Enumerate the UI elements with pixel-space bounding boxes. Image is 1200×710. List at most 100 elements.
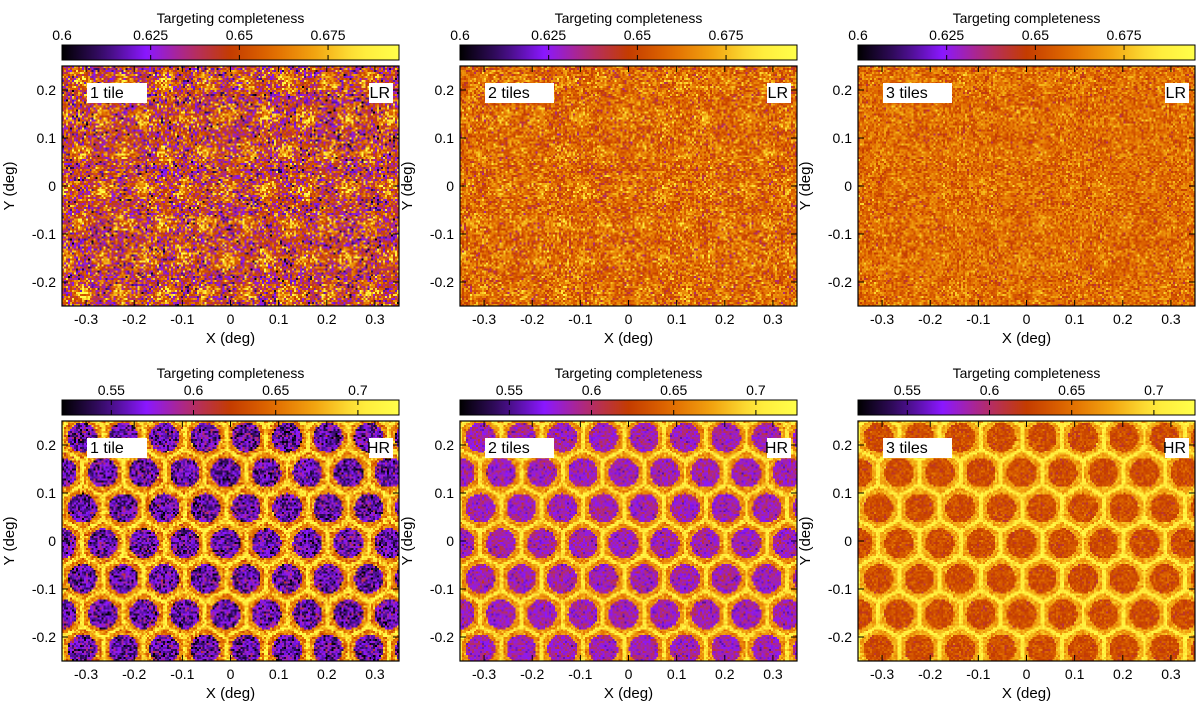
colorbar-tick-label: 0.6 — [52, 27, 72, 43]
y-tick-label: 0.2 — [37, 437, 57, 453]
y-tick-label: 0.1 — [435, 485, 455, 501]
resolution-label-bg — [1165, 83, 1189, 103]
x-tick-label: 0 — [1023, 311, 1031, 327]
colorbar-tick-label: 0.7 — [746, 382, 766, 398]
y-tick-label: 0.2 — [833, 82, 853, 98]
colorbar-tick-label: 0.55 — [894, 382, 921, 398]
colorbar-tick-label: 0.7 — [1144, 382, 1164, 398]
x-tick-label: 0.3 — [365, 311, 385, 327]
x-tick-label: 0.2 — [715, 666, 735, 682]
colorbar-tick-label: 0.65 — [1058, 382, 1085, 398]
y-tick-label: 0 — [48, 178, 56, 194]
x-axis-label: X (deg) — [1002, 330, 1051, 347]
heatmap-image — [62, 421, 399, 661]
x-tick-label: 0.3 — [365, 666, 385, 682]
colorbar-tick-label: 0.65 — [624, 27, 651, 43]
heatmap-image — [460, 421, 797, 661]
x-tick-label: 0.2 — [1113, 666, 1133, 682]
x-tick-label: 0.1 — [269, 666, 289, 682]
x-tick-label: -0.1 — [966, 666, 990, 682]
x-tick-label: 0.3 — [763, 666, 783, 682]
resolution-label: HR — [1163, 440, 1186, 457]
x-tick-label: 0.3 — [1161, 666, 1181, 682]
colorbar-tick-label: 0.6 — [582, 382, 602, 398]
y-tick-label: 0.1 — [37, 130, 57, 146]
colorbar — [61, 399, 400, 416]
tile-count-label: 1 tile — [90, 440, 124, 457]
resolution-label: HR — [765, 440, 788, 457]
y-tick-label: 0.2 — [435, 437, 455, 453]
y-tick-label: 0.1 — [37, 485, 57, 501]
resolution-label-bg — [767, 83, 791, 103]
x-tick-label: -0.2 — [520, 311, 544, 327]
colorbar-tick-label: 0.675 — [1107, 27, 1142, 43]
x-tick-label: 0.3 — [763, 311, 783, 327]
colorbar-tick-label: 0.65 — [1022, 27, 1049, 43]
y-tick-label: -0.2 — [430, 274, 454, 290]
x-tick-label: -0.1 — [568, 311, 592, 327]
tile-count-label-bg — [883, 438, 952, 458]
y-tick-label: 0.1 — [833, 485, 853, 501]
x-tick-label: 0.1 — [667, 666, 687, 682]
y-tick-label: -0.2 — [828, 629, 852, 645]
colorbar — [857, 44, 1196, 61]
y-tick-label: 0 — [446, 533, 454, 549]
y-axis-label: Y (deg) — [399, 517, 416, 566]
x-tick-label: 0.2 — [715, 311, 735, 327]
y-tick-label: 0 — [48, 533, 56, 549]
heatmap-image — [62, 66, 399, 306]
tile-count-label-bg — [883, 83, 952, 103]
colorbar-label: Targeting completeness — [953, 365, 1101, 381]
y-tick-label: -0.2 — [32, 274, 56, 290]
x-tick-label: 0 — [1023, 666, 1031, 682]
tile-count-label: 2 tiles — [488, 85, 530, 102]
tile-count-label: 2 tiles — [488, 440, 530, 457]
x-tick-label: 0.2 — [317, 311, 337, 327]
y-tick-label: 0 — [844, 533, 852, 549]
y-axis-label: Y (deg) — [399, 162, 416, 211]
y-tick-label: 0.2 — [37, 82, 57, 98]
colorbar-tick-label: 0.7 — [348, 382, 368, 398]
x-tick-label: 0.2 — [317, 666, 337, 682]
x-axis-label: X (deg) — [1002, 685, 1051, 702]
y-tick-label: -0.2 — [32, 629, 56, 645]
resolution-label-bg — [767, 438, 791, 458]
colorbar-tick-label: 0.55 — [98, 382, 125, 398]
x-tick-label: 0.3 — [1161, 311, 1181, 327]
colorbar-label: Targeting completeness — [953, 10, 1101, 26]
panel-2: -0.3 -0.2 -0.1 0 0.1 0.2 0.3 -0.2 -0.1 0 0.1 0.2 X (… — [399, 10, 798, 347]
tile-count-label: 1 tile — [90, 85, 124, 102]
x-tick-label: 0 — [625, 311, 633, 327]
resolution-label-bg — [369, 438, 393, 458]
x-tick-label: -0.3 — [74, 311, 98, 327]
tile-count-label-bg — [485, 438, 554, 458]
x-tick-label: 0.1 — [667, 311, 687, 327]
tile-count-label-bg — [87, 438, 147, 458]
panel-5: -0.3 -0.2 -0.1 0 0.1 0.2 0.3 -0.2 -0.1 0 0.1 0.2 X (… — [399, 365, 798, 702]
heatmap-image — [858, 421, 1195, 661]
x-axis-label: X (deg) — [604, 685, 653, 702]
x-tick-label: -0.3 — [74, 666, 98, 682]
colorbar — [61, 44, 400, 61]
tile-count-label-bg — [485, 83, 554, 103]
x-tick-label: -0.2 — [122, 666, 146, 682]
colorbar-tick-label: 0.6 — [184, 382, 204, 398]
y-tick-label: 0 — [844, 178, 852, 194]
colorbar-tick-label: 0.675 — [311, 27, 346, 43]
y-tick-label: -0.2 — [430, 629, 454, 645]
colorbar-tick-label: 0.55 — [496, 382, 523, 398]
panel-1: -0.3 -0.2 -0.1 0 0.1 0.2 0.3 -0.2 -0.1 0 0.1 0.2 X (… — [1, 10, 400, 347]
colorbar-tick-label: 0.625 — [531, 27, 566, 43]
x-tick-label: -0.2 — [918, 311, 942, 327]
colorbar-tick-label: 0.625 — [133, 27, 168, 43]
resolution-label-bg — [1165, 438, 1189, 458]
resolution-label: HR — [367, 440, 390, 457]
colorbar-label: Targeting completeness — [157, 10, 305, 26]
x-tick-label: -0.3 — [472, 311, 496, 327]
y-tick-label: -0.1 — [32, 226, 56, 242]
colorbar-label: Targeting completeness — [157, 365, 305, 381]
x-axis-label: X (deg) — [206, 330, 255, 347]
panel-3: -0.3 -0.2 -0.1 0 0.1 0.2 0.3 -0.2 -0.1 0 0.1 0.2 X (… — [797, 10, 1196, 347]
panel-4: -0.3 -0.2 -0.1 0 0.1 0.2 0.3 -0.2 -0.1 0 0.1 0.2 X (… — [1, 365, 400, 702]
